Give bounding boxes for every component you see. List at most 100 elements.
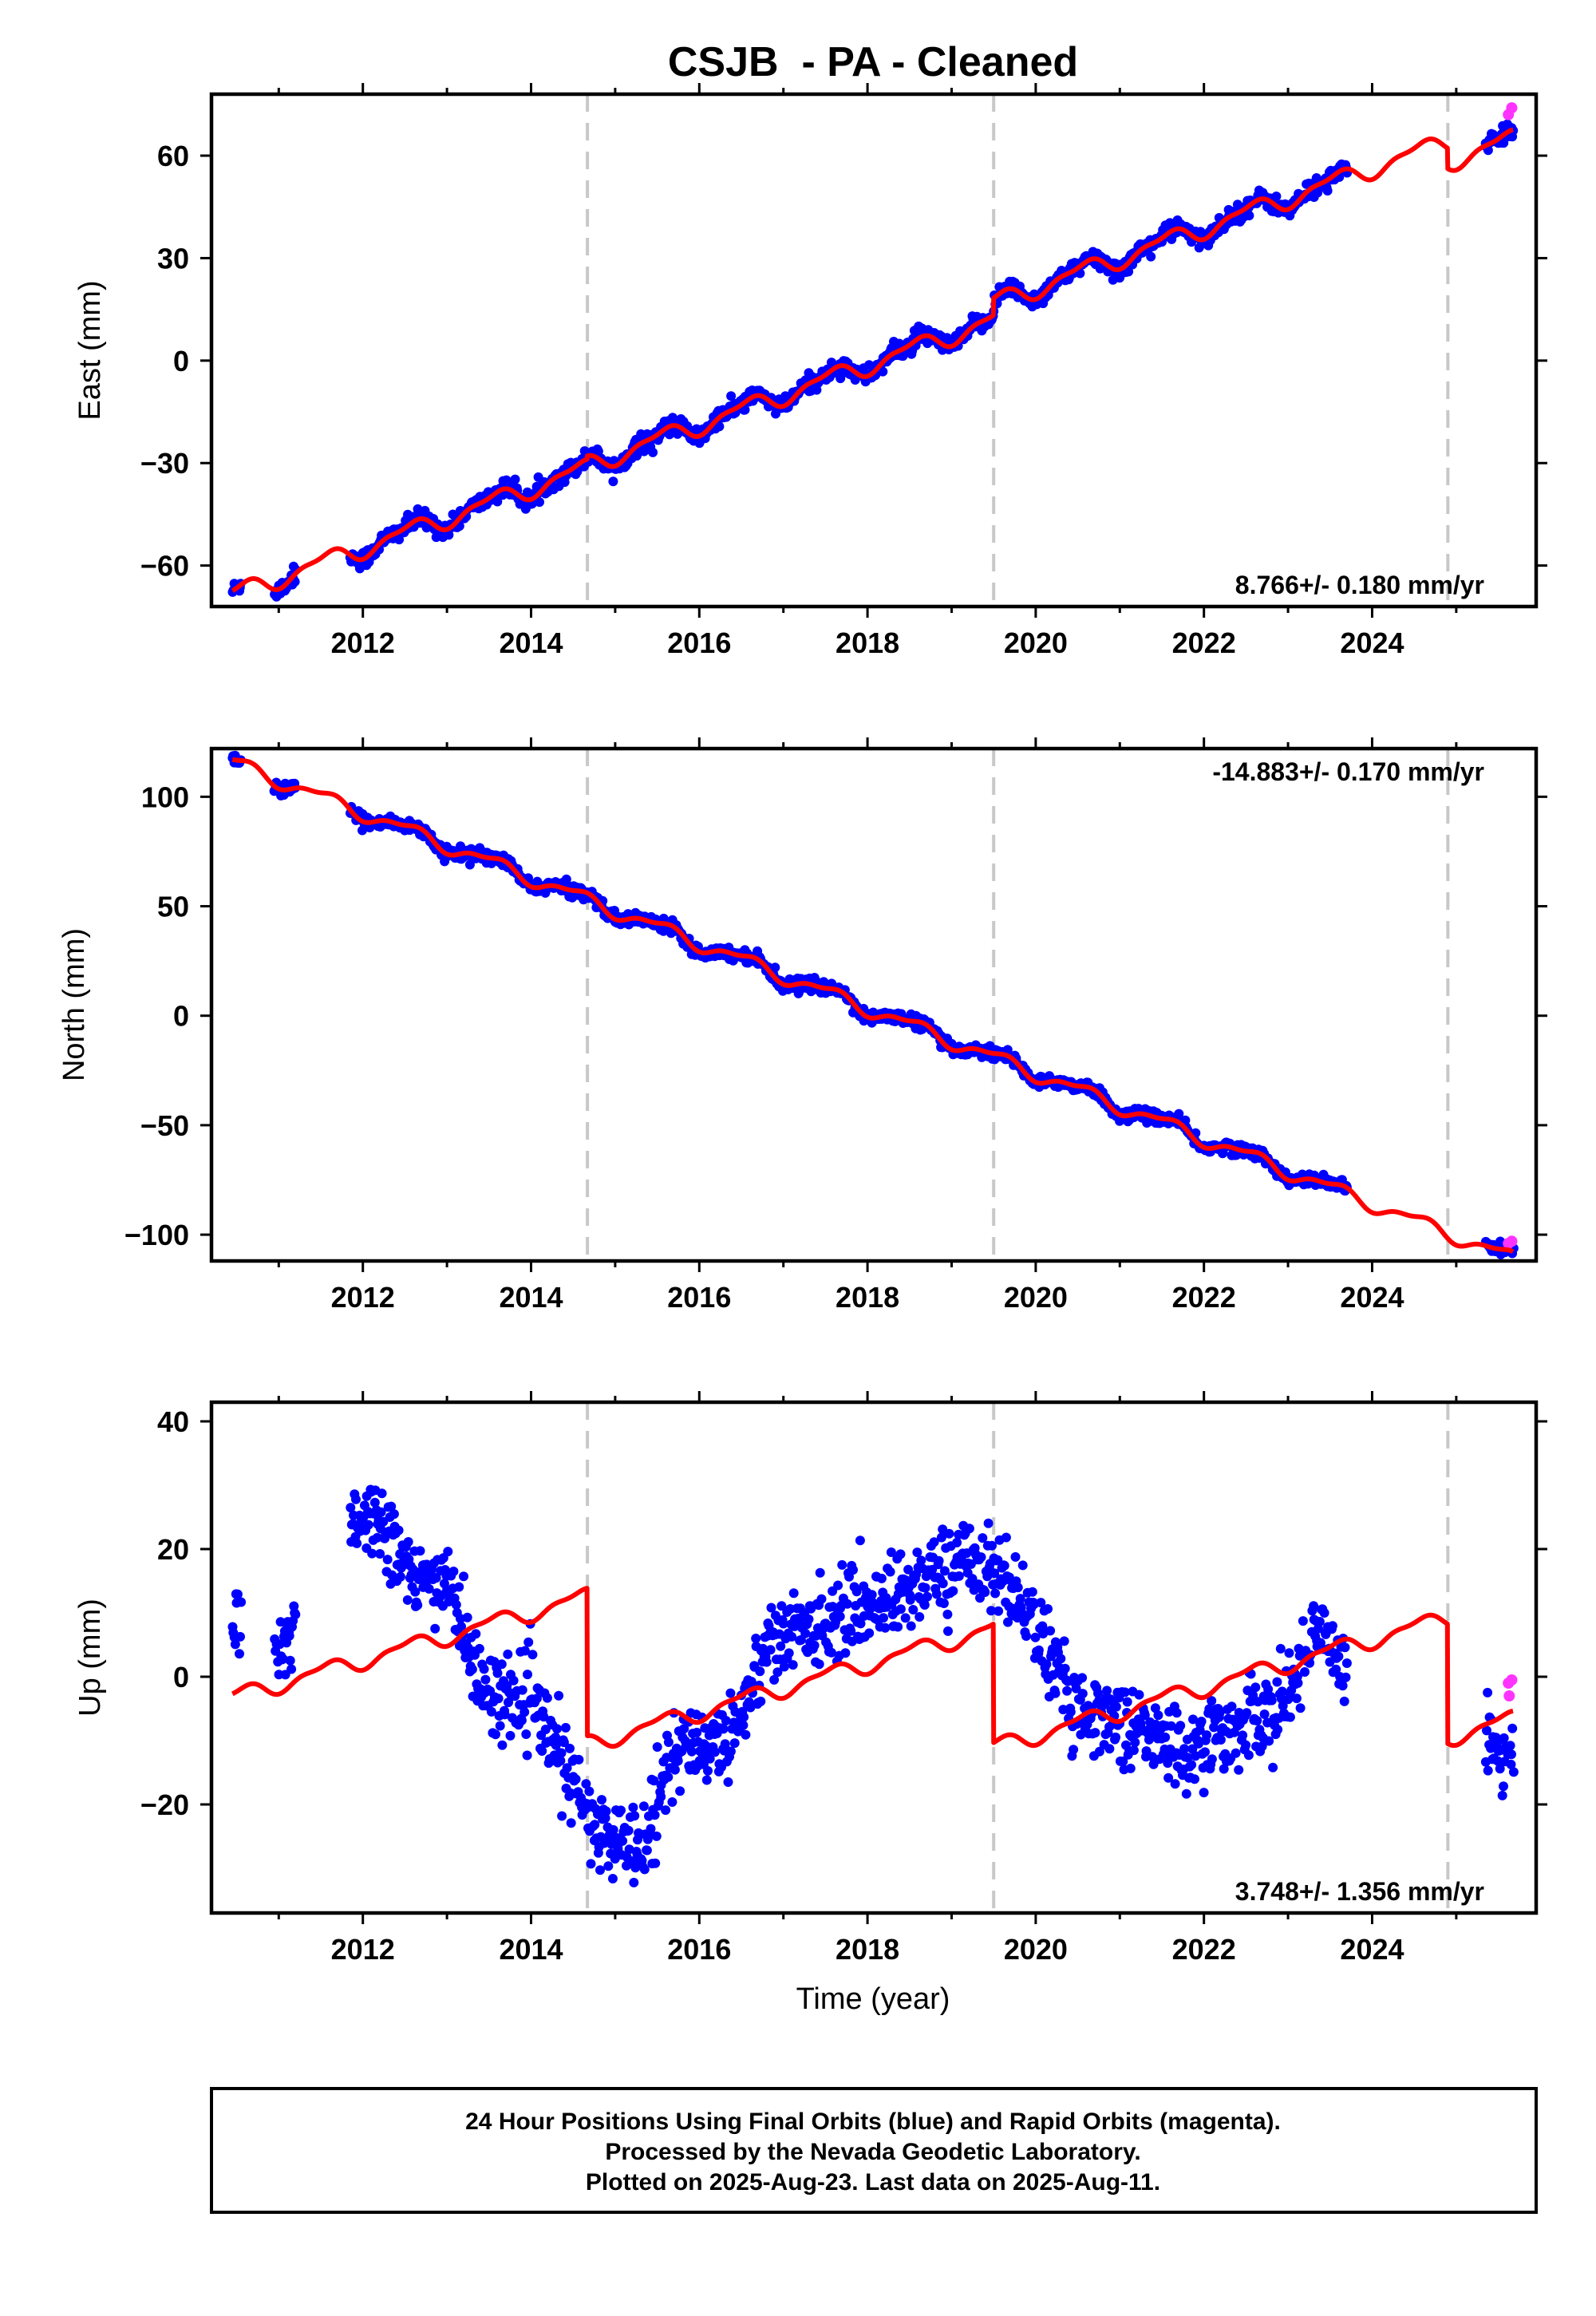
data-point [571,1774,581,1784]
data-point [1187,1760,1197,1770]
data-point [740,405,750,415]
data-point [1275,1643,1286,1654]
data-point [1013,1583,1023,1593]
data-point [607,1874,618,1883]
y-tick-label: 40 [157,1405,189,1438]
data-point [964,1524,974,1534]
data-point [893,1622,903,1632]
data-point [403,1537,413,1547]
data-point [480,1674,491,1685]
x-tick-label: 2020 [1004,626,1068,659]
data-point [652,1742,662,1752]
data-point [630,1811,640,1821]
data-point [895,1604,906,1614]
data-point [905,1595,915,1605]
data-point [842,1599,852,1609]
y-axis-label-north: North (mm) [57,928,91,1081]
x-tick-label: 2014 [499,626,563,659]
data-point [900,1613,911,1623]
data-point [833,1580,843,1591]
rapid-point [1506,102,1518,114]
data-point [1181,1788,1191,1799]
data-point [675,1786,685,1796]
rapid-orbit-points-up [1503,1674,1518,1701]
data-point [590,1820,600,1830]
data-point [663,1737,674,1747]
data-point [1130,1737,1140,1748]
data-point [809,1640,820,1650]
data-point [1284,1648,1294,1658]
data-point [1050,1688,1061,1698]
data-point [1241,1740,1251,1750]
data-point [1242,1708,1252,1718]
data-point [608,476,618,487]
data-point [508,1675,519,1686]
data-point [1102,1686,1112,1696]
data-point [395,1571,405,1582]
data-point [352,1538,362,1548]
y-tick-label: −50 [140,1109,189,1142]
data-point [650,1858,661,1868]
data-point [976,1552,986,1563]
footer-line-1: 24 Hour Positions Using Final Orbits (bl… [465,2109,1281,2135]
data-point [739,1712,749,1722]
data-point [1272,1677,1282,1687]
data-point [741,1729,751,1740]
data-point [595,1865,605,1875]
data-point [1341,1672,1351,1682]
data-point [1077,1689,1088,1699]
data-point [586,1859,596,1869]
data-point [1111,1732,1121,1742]
data-point [1273,1725,1283,1735]
data-point [638,1801,649,1812]
data-point [1238,1730,1248,1741]
footer-line-3: Plotted on 2025-Aug-23. Last data on 202… [586,2169,1160,2195]
data-point [495,1721,505,1731]
data-point [1043,1604,1053,1614]
data-point [522,1750,532,1761]
data-point [934,1555,944,1566]
data-point [1266,1695,1277,1705]
data-point [1327,1621,1337,1631]
x-tick-label: 2012 [331,1281,395,1314]
data-point [920,1583,930,1593]
rapid-point [1506,1235,1518,1247]
data-point [642,1845,652,1856]
data-point [938,1599,949,1608]
rapid-orbit-points-east [1503,102,1518,121]
data-point [648,447,658,457]
data-point [552,1724,562,1734]
data-point [1017,1560,1028,1571]
data-point [430,1623,440,1634]
data-point [1314,1617,1325,1626]
data-point [765,1645,776,1655]
data-point [492,1668,503,1678]
y-tick-label: 0 [173,345,189,377]
data-point [285,1655,295,1666]
data-point [454,1582,464,1592]
x-axis-label: Time (year) [796,1982,950,2016]
data-point [628,1802,638,1812]
data-point [646,1824,656,1834]
data-point [692,1727,702,1737]
data-point [443,1547,453,1557]
data-point [942,1609,953,1619]
data-point [474,1643,484,1654]
data-point [236,1597,247,1607]
data-point [738,1720,749,1730]
data-point [726,391,737,401]
data-point [503,1649,513,1659]
x-tick-label: 2020 [1004,1281,1068,1314]
data-point [816,1594,827,1604]
data-point [1271,192,1282,201]
data-point [1090,1728,1100,1738]
data-point [597,1795,606,1805]
data-point [377,1488,387,1499]
data-point [1300,1667,1310,1677]
data-point [1170,1779,1180,1789]
data-point [1250,1682,1261,1693]
x-tick-label: 2024 [1340,1933,1404,1966]
data-point [756,1696,766,1706]
data-point [1001,1532,1011,1543]
data-point [990,1588,1001,1599]
